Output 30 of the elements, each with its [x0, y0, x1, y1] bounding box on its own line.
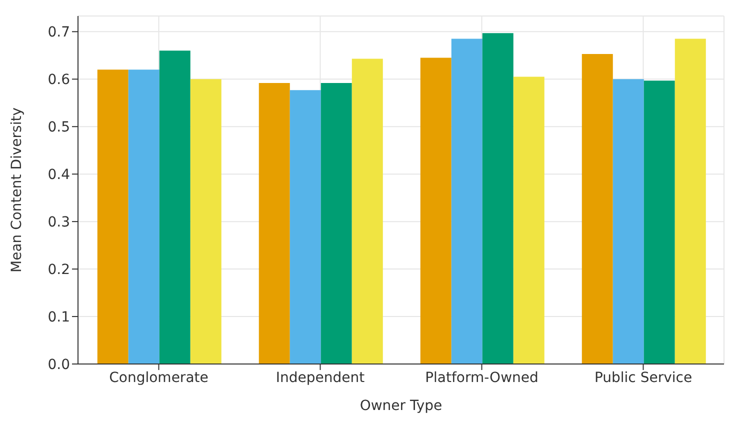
y-tick-label: 0.4	[48, 167, 70, 184]
y-tick-label: 0.1	[48, 309, 70, 326]
bar	[320, 82, 352, 364]
bar	[482, 33, 514, 364]
bar	[352, 58, 383, 364]
y-tick-label: 0.7	[48, 24, 70, 41]
x-tick-label: Conglomerate	[109, 370, 208, 386]
y-tick-label: 0.2	[48, 262, 70, 278]
y-tick-label: 0.5	[48, 120, 70, 136]
bar	[582, 54, 613, 364]
bar	[612, 79, 644, 364]
y-tick-label: 0.0	[48, 356, 70, 373]
bar	[128, 70, 160, 364]
bar	[258, 82, 290, 364]
y-tick-label: 0.3	[48, 214, 70, 231]
x-tick-label: Independent	[276, 370, 366, 386]
bar	[190, 79, 222, 364]
x-axis-title: Owner Type	[360, 398, 442, 414]
bar	[513, 76, 544, 364]
y-axis-title: Mean Content Diversity	[8, 107, 25, 273]
x-tick-label: Platform-Owned	[425, 370, 538, 386]
bar	[290, 90, 321, 364]
bar	[159, 50, 190, 364]
bar	[674, 38, 706, 364]
bar	[420, 58, 452, 364]
y-tick-label: 0.6	[48, 72, 70, 88]
bar	[97, 70, 128, 364]
bar	[451, 38, 482, 364]
bar	[644, 80, 675, 364]
x-tick-label: Public Service	[594, 370, 692, 386]
